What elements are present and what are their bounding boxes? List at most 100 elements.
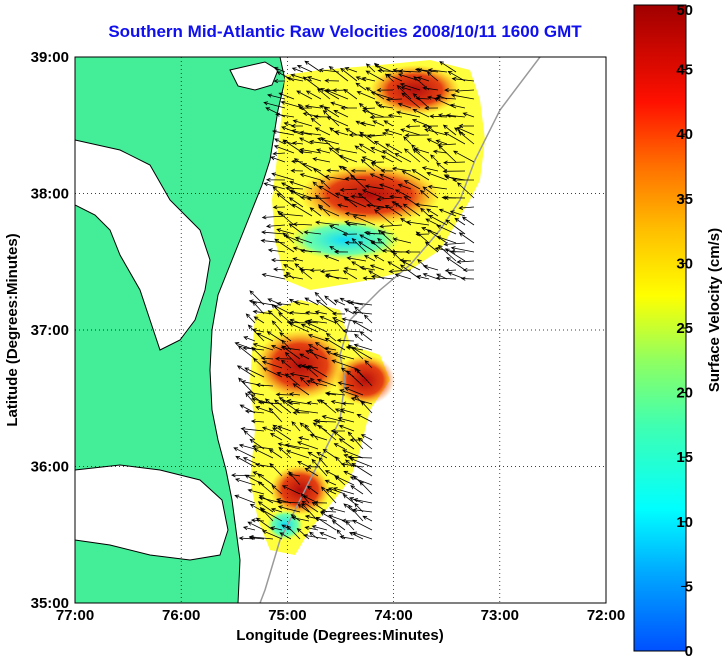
velocity-arrow: [293, 158, 313, 172]
velocity-arrow: [250, 419, 265, 424]
velocity-arrow: [319, 531, 337, 540]
velocity-arrow: [296, 64, 313, 73]
hot-spot: [335, 355, 395, 405]
y-tick-label: 36:00: [31, 459, 69, 476]
velocity-arrow: [257, 481, 274, 495]
velocity-arrow: [344, 387, 364, 396]
velocity-arrow: [398, 69, 421, 74]
velocity-arrow: [360, 434, 373, 441]
map-title: Southern Mid-Atlantic Raw Velocities 200…: [108, 22, 582, 41]
velocity-arrow: [301, 500, 319, 513]
velocity-arrow: [337, 416, 355, 423]
velocity-arrow: [425, 218, 439, 226]
velocity-arrow: [293, 300, 310, 306]
velocity-arrow: [354, 145, 367, 154]
velocity-arrow: [298, 106, 313, 111]
velocity-arrow: [325, 489, 337, 495]
velocity-arrow: [342, 449, 364, 459]
velocity-arrow: [347, 344, 364, 360]
velocity-arrow: [244, 474, 265, 486]
y-axis-ticks: 39:00 38:00 37:00 36:00 35:00: [31, 49, 69, 612]
velocity-arrow: [422, 273, 439, 280]
velocity-arrow: [329, 506, 346, 513]
velocity-arrow: [274, 356, 292, 361]
velocity-arrow: [337, 203, 349, 208]
velocity-arrow: [311, 458, 328, 477]
velocity-arrow: [435, 95, 457, 100]
velocity-arrow: [275, 112, 295, 118]
velocity-arrow: [235, 455, 256, 468]
velocity-arrow: [376, 196, 394, 202]
velocity-arrow: [338, 438, 355, 450]
velocity-arrow: [290, 168, 304, 173]
velocity-arrow: [265, 177, 286, 182]
velocity-arrow: [360, 158, 376, 172]
velocity-arrow: [248, 299, 274, 306]
velocity-arrow: [306, 322, 328, 333]
velocity-arrow: [344, 220, 367, 226]
velocity-arrow: [426, 71, 439, 82]
velocity-arrow: [412, 148, 430, 163]
colorbar: [633, 4, 687, 652]
velocity-arrow: [271, 484, 283, 495]
velocity-arrow: [299, 130, 322, 136]
velocity-arrow: [351, 238, 367, 253]
velocity-arrow: [289, 372, 310, 378]
velocity-arrow: [339, 389, 355, 396]
velocity-arrow: [403, 136, 412, 145]
velocity-arrow: [365, 70, 385, 82]
velocity-arrow: [416, 76, 430, 82]
velocity-arrow: [324, 78, 340, 83]
velocity-arrow: [341, 518, 355, 523]
hot-spot: [300, 165, 440, 225]
velocity-arrow: [309, 433, 328, 441]
velocity-arrow: [318, 185, 340, 199]
velocity-arrow: [369, 173, 385, 181]
velocity-arrow: [456, 182, 475, 199]
velocity-arrow: [306, 485, 319, 495]
velocity-arrow: [450, 249, 466, 254]
y-tick-label: 38:00: [31, 186, 69, 203]
velocity-arrow: [444, 268, 457, 273]
velocity-arrow: [324, 174, 349, 181]
velocity-arrow: [288, 189, 313, 199]
velocity-arrow: [320, 486, 337, 504]
velocity-arrow: [326, 116, 349, 127]
velocity-arrow: [334, 147, 358, 154]
velocity-arrow: [387, 113, 403, 118]
velocity-arrow: [400, 128, 421, 136]
velocity-arrow: [299, 376, 310, 387]
velocity-arrow: [422, 186, 439, 199]
velocity-arrow: [325, 89, 349, 100]
velocity-arrow: [265, 224, 286, 229]
velocity-arrow: [273, 305, 292, 315]
velocity-arrow: [302, 76, 322, 91]
velocity-arrow: [380, 168, 394, 173]
velocity-arrow: [257, 473, 274, 486]
velocity-arrow: [303, 533, 328, 540]
velocity-arrow: [401, 170, 421, 181]
velocity-arrow: [355, 82, 367, 91]
velocity-arrow: [323, 107, 340, 118]
velocity-arrow: [324, 470, 337, 477]
velocity-arrow: [419, 189, 430, 199]
velocity-arrow: [443, 195, 466, 200]
velocity-arrow: [404, 249, 421, 254]
velocity-arrow: [277, 210, 295, 226]
velocity-arrow: [268, 449, 283, 459]
velocity-arrow: [252, 301, 265, 315]
velocity-arrow: [412, 93, 430, 109]
velocity-arrow: [307, 344, 319, 351]
velocity-arrow: [340, 67, 358, 82]
velocity-arrow: [273, 78, 286, 84]
velocity-arrow: [346, 256, 367, 262]
velocity-arrow: [353, 367, 364, 378]
colorbar-tick-label: 0: [685, 643, 693, 659]
velocity-arrow: [304, 525, 319, 531]
velocity-arrow: [343, 470, 355, 477]
velocity-arrow: [300, 195, 322, 200]
velocity-arrow: [268, 407, 283, 423]
velocity-arrow: [296, 441, 319, 450]
velocity-arrow: [314, 310, 328, 315]
